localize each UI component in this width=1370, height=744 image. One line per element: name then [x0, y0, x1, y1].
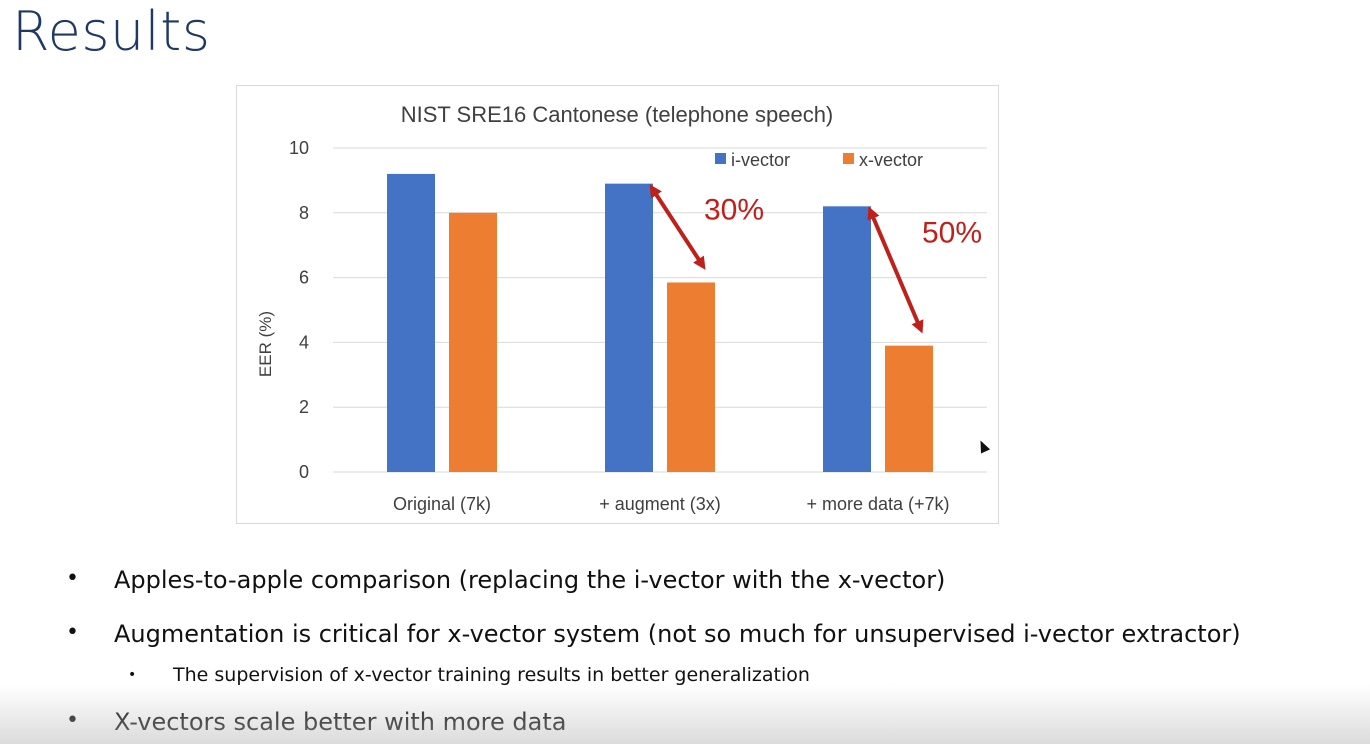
legend: i-vector x-vector: [715, 150, 923, 170]
reduction-label: 30%: [704, 194, 764, 227]
chart-svg: NIST SRE16 Cantonese (telephone speech) …: [256, 102, 987, 514]
y-tick-label: 4: [299, 332, 309, 352]
y-tick-label: 6: [299, 268, 309, 288]
bar-i-vector: [823, 206, 871, 472]
bullet-text: Augmentation is critical for x-vector sy…: [114, 620, 1241, 648]
chart-title: NIST SRE16 Cantonese (telephone speech): [401, 102, 834, 127]
eer-bar-chart: NIST SRE16 Cantonese (telephone speech) …: [236, 85, 999, 524]
bullet-dot: •: [66, 620, 79, 645]
bars: [387, 173, 933, 473]
bar-x-vector: [667, 282, 715, 472]
bullet-text: Apples-to-apple comparison (replacing th…: [114, 566, 946, 594]
y-tick-labels: 0 2 4 6 8 10: [289, 138, 309, 482]
reduction-arrow: [649, 184, 706, 270]
y-tick-label: 0: [299, 462, 309, 482]
slide-title: Results: [12, 0, 211, 63]
x-tick-label: Original (7k): [393, 494, 491, 514]
bar-i-vector: [605, 183, 653, 472]
annotations: 30% 50%: [649, 184, 982, 334]
x-tick-labels: Original (7k) + augment (3x) + more data (…: [393, 494, 950, 514]
bar-i-vector: [387, 173, 435, 473]
bullet-text: X-vectors scale better with more data: [114, 708, 567, 736]
legend-label: i-vector: [731, 150, 790, 170]
reduction-arrow: [867, 206, 924, 334]
reduction-label: 50%: [922, 216, 982, 249]
y-axis-label: EER (%): [256, 311, 275, 377]
bar-x-vector: [449, 212, 497, 473]
legend-label: x-vector: [859, 150, 923, 170]
y-tick-label: 8: [299, 203, 309, 223]
x-tick-label: + augment (3x): [599, 494, 721, 514]
bullet-dot: •: [66, 566, 79, 591]
bullet-dot: •: [66, 708, 79, 733]
legend-swatch: [843, 153, 854, 164]
y-tick-label: 10: [289, 138, 309, 158]
sub-bullet-dot: •: [128, 667, 137, 683]
x-tick-label: + more data (+7k): [806, 494, 949, 514]
sub-bullet-text: The supervision of x-vector training res…: [173, 664, 810, 686]
y-tick-label: 2: [299, 397, 309, 417]
bar-x-vector: [885, 345, 933, 472]
legend-swatch: [715, 153, 726, 164]
